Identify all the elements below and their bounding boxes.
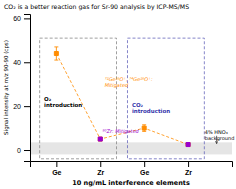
y-tick-mark [24,18,30,19]
point [186,143,190,147]
error-bars [54,47,190,145]
marks [30,38,232,159]
x-tick-label: Zr [97,169,104,176]
chart: Ge Zr Ge Zr 0 20 40 60 ⁷²Ge¹⁶O⁺, ⁷⁴Ge¹⁶O⁺:Mitiga… [0,0,236,189]
plot: Ge Zr Ge Zr 0 20 40 60 ⁷²Ge¹⁶O⁺, ⁷⁴Ge¹⁶O⁺:Mitiga… [13,15,234,176]
y-tick-mark [24,150,30,151]
error-bar-cap [142,131,146,132]
x-tick-label: Ge [52,169,61,176]
points [54,51,190,146]
y-axis: 0 20 40 60 [13,15,30,162]
y-tick-mark [24,62,30,63]
series-line [56,53,188,144]
x-tick-mark [188,161,189,167]
x-tick-label: Ge [140,169,149,176]
x-tick: Ge [52,161,61,176]
error-bar [54,47,58,60]
y-tick: 20 [13,103,30,110]
shaded-band [30,142,232,154]
error-bar [142,125,146,132]
y-tick: 40 [13,59,30,66]
title: CO₂ is a better reaction gas for Sr-90 a… [4,3,189,11]
y-tick: 60 [13,15,30,22]
y-axis-line [24,15,31,162]
y-tick-mark [24,106,30,107]
y-axis-title: Signal intensity at m/z 90-90 (cps) [3,40,10,135]
annotation: 4% HNO₃background [205,129,235,142]
annotations: ⁷²Ge¹⁶O⁺, ⁷⁴Ge¹⁶O⁺:Mitigated ⁹⁰Zr: Mitiga… [44,76,234,144]
y-tick-label: 40 [13,59,21,66]
x-axis-line [31,162,233,168]
point [98,137,102,141]
y-tick-label: 60 [13,15,21,22]
annotation: ⁹⁰Zr: Mitigated [102,128,139,135]
x-tick-mark [100,161,101,167]
dashed-box [127,38,204,159]
error-bar [98,138,102,140]
x-tick: Zr [185,161,192,176]
points [98,137,190,146]
error-bar [98,138,102,140]
error-bar-cap [54,60,58,61]
arrow [216,136,217,144]
point [54,51,58,55]
y-tick-label: 20 [13,103,21,110]
x-tick: Zr [97,161,104,176]
error-bars [98,138,190,145]
y-tick-label: 0 [17,147,21,154]
dashed-box [40,38,117,159]
point [98,137,102,141]
annotation: ⁷²Ge¹⁶O⁺, ⁷⁴Ge¹⁶O⁺:Mitigated [105,76,153,89]
y-tick: 0 [17,147,30,154]
x-tick: Ge [140,161,149,176]
point [186,143,190,147]
point [142,126,146,130]
x-tick-mark [144,161,145,167]
annotation: CO₂introduction [132,102,170,114]
x-tick-mark [56,161,57,167]
annotation: O₂introduction [44,96,82,108]
x-tick-label: Zr [185,169,192,176]
x-axis-title: 10 ng/mL interference elements [72,179,190,187]
x-axis: Ge Zr Ge Zr [31,161,233,176]
error-bar-cap [54,46,58,47]
error-bar-cap [142,124,146,125]
